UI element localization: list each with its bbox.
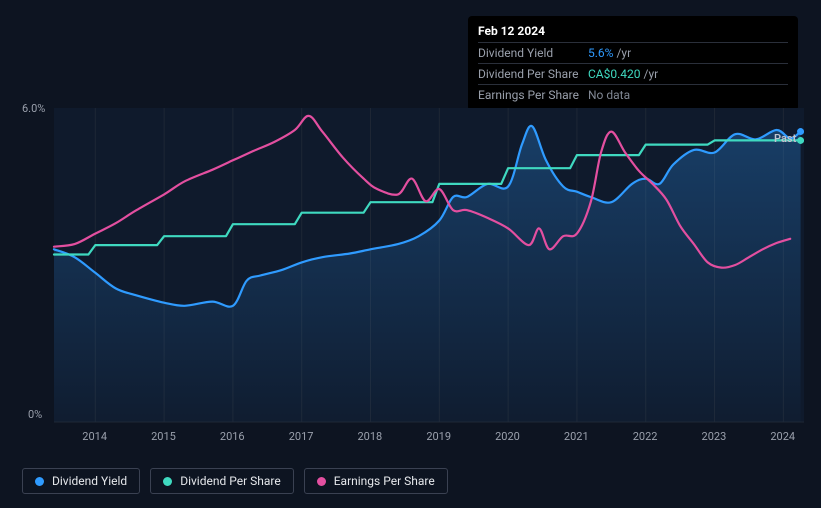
tooltip-row-label: Dividend Per Share xyxy=(478,65,588,83)
x-axis-tick-label: 2023 xyxy=(702,430,727,443)
dividend-yield-end-dot xyxy=(797,128,804,135)
legend-dot xyxy=(35,477,44,486)
legend-dot xyxy=(163,477,172,486)
chart-legend: Dividend Yield Dividend Per Share Earnings… xyxy=(22,468,448,494)
tooltip-row: Earnings Per ShareNo data xyxy=(478,84,788,105)
x-axis-tick-label: 2018 xyxy=(358,430,383,443)
legend-label: Dividend Per Share xyxy=(180,474,281,488)
data-tooltip: Feb 12 2024 Dividend Yield5.6%/yrDividen… xyxy=(468,16,798,111)
tooltip-row-value: 5.6% xyxy=(588,44,613,62)
x-axis-tick-label: 2024 xyxy=(770,430,795,443)
y-axis-min-label: 0% xyxy=(28,408,42,421)
y-axis-max-label: 6.0% xyxy=(22,102,45,115)
tooltip-date: Feb 12 2024 xyxy=(478,22,788,42)
line-chart xyxy=(22,108,804,448)
legend-item-earnings-per-share[interactable]: Earnings Per Share xyxy=(304,468,448,494)
tooltip-row-value: CA$0.420 xyxy=(588,65,641,83)
x-axis-tick-label: 2019 xyxy=(426,430,451,443)
legend-item-dividend-yield[interactable]: Dividend Yield xyxy=(22,468,140,494)
tooltip-row-suffix: /yr xyxy=(616,44,631,62)
past-label: Past xyxy=(774,132,796,145)
x-axis-tick-label: 2020 xyxy=(495,430,520,443)
tooltip-row: Dividend Yield5.6%/yr xyxy=(478,42,788,63)
x-axis-tick-label: 2015 xyxy=(151,430,176,443)
legend-dot xyxy=(317,477,326,486)
x-axis-tick-label: 2021 xyxy=(564,430,589,443)
tooltip-row-value: No data xyxy=(588,86,630,104)
legend-label: Earnings Per Share xyxy=(334,474,435,488)
x-axis-tick-label: 2014 xyxy=(82,430,107,443)
x-axis-tick-label: 2017 xyxy=(289,430,314,443)
chart-area xyxy=(22,108,804,448)
x-axis-tick-label: 2016 xyxy=(220,430,245,443)
tooltip-row-label: Earnings Per Share xyxy=(478,86,588,104)
tooltip-row: Dividend Per ShareCA$0.420/yr xyxy=(478,63,788,84)
dividend-per-share-end-dot xyxy=(797,137,804,144)
tooltip-row-label: Dividend Yield xyxy=(478,44,588,62)
x-axis-tick-label: 2022 xyxy=(633,430,658,443)
legend-item-dividend-per-share[interactable]: Dividend Per Share xyxy=(150,468,294,494)
legend-label: Dividend Yield xyxy=(52,474,127,488)
tooltip-row-suffix: /yr xyxy=(644,65,659,83)
